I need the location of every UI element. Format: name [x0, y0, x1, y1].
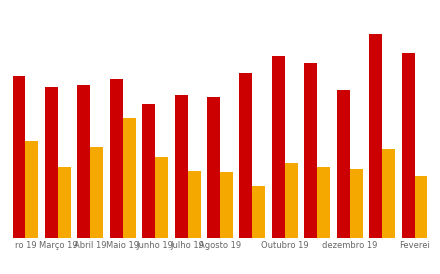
Bar [369, 34, 382, 238]
Bar [155, 157, 168, 238]
Bar [414, 176, 428, 238]
Bar [317, 167, 330, 238]
Bar [26, 141, 38, 238]
Bar [402, 53, 414, 238]
Bar [187, 172, 201, 238]
Bar [58, 167, 71, 238]
Bar [285, 163, 298, 238]
Bar [239, 73, 253, 238]
Bar [337, 90, 350, 238]
Bar [272, 56, 285, 238]
Bar [77, 85, 90, 238]
Bar [253, 186, 265, 238]
Bar [304, 63, 317, 238]
Bar [207, 97, 220, 238]
Bar [110, 79, 123, 238]
Bar [142, 104, 155, 238]
Bar [123, 118, 136, 238]
Bar [45, 87, 58, 238]
Bar [175, 95, 187, 238]
Bar [220, 172, 233, 238]
Bar [382, 149, 395, 238]
Bar [12, 76, 26, 238]
Bar [350, 169, 363, 238]
Bar [90, 147, 103, 238]
